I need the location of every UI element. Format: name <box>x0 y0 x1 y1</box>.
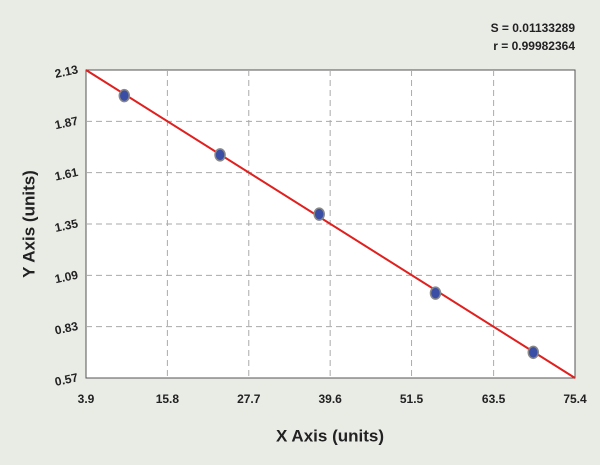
x-tick-label: 39.6 <box>318 392 342 406</box>
annotation: r = 0.99982364 <box>493 39 575 53</box>
y-axis-title: Y Axis (units) <box>19 170 38 278</box>
data-point <box>118 88 131 103</box>
x-axis-title: X Axis (units) <box>276 426 384 445</box>
y-tick-label: 1.61 <box>54 165 80 184</box>
y-tick-label: 0.83 <box>54 319 80 338</box>
data-point <box>313 207 325 221</box>
fit-line <box>85 69 576 379</box>
y-tick-label: 0.57 <box>54 370 80 389</box>
x-tick-label: 75.4 <box>563 392 587 406</box>
y-tick-label: 1.87 <box>54 114 80 133</box>
x-tick-label: 51.5 <box>400 392 424 406</box>
annotation: S = 0.01133289 <box>491 21 576 35</box>
x-tick-label: 63.5 <box>482 392 506 406</box>
x-tick-label: 27.7 <box>237 392 261 406</box>
x-tick-label: 3.9 <box>78 392 95 406</box>
data-point <box>527 345 540 360</box>
y-tick-label: 1.35 <box>54 216 80 235</box>
x-tick-label: 15.8 <box>156 392 180 406</box>
data-point <box>214 148 226 162</box>
y-tick-label: 2.13 <box>54 62 80 81</box>
data-point <box>429 286 442 300</box>
y-tick-label: 1.09 <box>54 268 80 287</box>
